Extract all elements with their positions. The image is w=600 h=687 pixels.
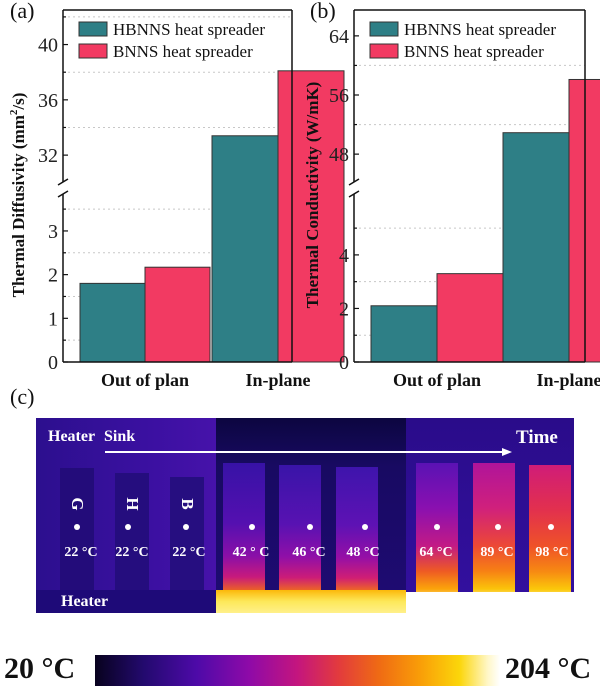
y-tick-label: 36	[38, 90, 58, 112]
bar-hbnns-out-of-plane	[79, 282, 146, 363]
panel-label-b: (b)	[310, 0, 336, 23]
strip-3-late	[529, 465, 571, 613]
measure-dot	[125, 524, 131, 530]
measure-dot	[362, 524, 368, 530]
time-arrow-line	[105, 451, 506, 453]
bar-bnns-in-plane	[277, 70, 345, 363]
temp-label: 46 °C	[292, 545, 326, 560]
time-label: Time	[516, 427, 558, 448]
panel-label-a: (a)	[10, 0, 35, 23]
legend-label-hbnns: HBNNS heat spreader	[113, 20, 265, 39]
y-axis-label: Thermal Conductivity (W/mK)	[303, 82, 322, 309]
bar-bnns-out-of-plane	[144, 266, 211, 363]
strip-1-middle	[223, 463, 265, 613]
y-axis-label-sup: 2	[8, 109, 20, 115]
x-tick-label: Out of plan	[393, 370, 481, 390]
strip-H-initial	[115, 473, 149, 613]
heater-header-label: Heater	[48, 428, 96, 445]
measure-dot	[307, 524, 313, 530]
y-tick-label: 48	[329, 144, 349, 166]
legend-swatch-bnns	[78, 43, 108, 59]
y-tick-label: 40	[38, 35, 58, 57]
strip-2-late	[473, 463, 515, 613]
y-axis-label: Thermal Diffusivity (mm2/s)	[8, 93, 28, 298]
temp-label: 42 ° C	[232, 545, 270, 560]
colorbar	[95, 655, 500, 686]
strip-1-late	[416, 463, 458, 613]
axis-break-mark	[57, 190, 69, 198]
axis-break-mark	[348, 190, 360, 198]
heater-bar-middle	[216, 590, 406, 613]
strip-3-middle	[336, 467, 378, 613]
chart-a: Out of plan In-plane 0 1 2 3 32 36 40 Thermal Dif…	[8, 9, 345, 390]
measure-dot	[434, 524, 440, 530]
temp-label: 48 °C	[346, 545, 380, 560]
sink-header-label: Sink	[104, 428, 136, 445]
panel-label-c: (c)	[10, 384, 35, 409]
colorbar-min-label: 20 °C	[4, 652, 76, 685]
x-tick-label: Out of plan	[101, 370, 189, 390]
axis-break-mark	[57, 178, 69, 186]
temp-label: 22 °C	[115, 545, 149, 560]
legend-label-bnns: BNNS heat spreader	[113, 42, 253, 61]
measure-dot	[249, 524, 255, 530]
x-tick-label: In-plane	[245, 370, 310, 390]
strip-2-middle	[279, 465, 321, 613]
temp-label: 89 °C	[480, 545, 514, 560]
heater-bar-initial	[36, 590, 216, 613]
y-tick-label: 32	[38, 145, 58, 167]
y-tick-label: 4	[339, 245, 349, 267]
y-tick-label: 64	[329, 26, 349, 48]
time-arrow-head	[502, 448, 512, 456]
measure-dot	[548, 524, 554, 530]
measure-dot	[495, 524, 501, 530]
y-tick-label: 56	[329, 85, 349, 107]
bar-hbnns-in-plane	[211, 135, 279, 363]
x-tick-label: In-plane	[536, 370, 600, 390]
strip-letter-H: H	[123, 497, 142, 511]
legend-label-bnns: BNNS heat spreader	[404, 42, 544, 61]
temp-label: 98 °C	[535, 545, 569, 560]
legend-label-hbnns: HBNNS heat spreader	[404, 20, 556, 39]
heater-bottom-label: Heater	[61, 593, 109, 610]
y-axis-label-main: Thermal Diffusivity (mm	[9, 115, 28, 297]
bar-hbnns-out-of-plane	[370, 305, 438, 363]
bar-bnns-out-of-plane	[436, 273, 504, 363]
strip-letter-G: G	[68, 497, 87, 511]
temp-label: 64 °C	[419, 545, 453, 560]
y-axis-label-tail: /s)	[9, 93, 28, 111]
y-tick-label: 2	[48, 265, 58, 287]
legend-swatch-hbnns	[78, 21, 108, 37]
bar-hbnns-in-plane	[502, 132, 570, 363]
measure-dot	[183, 524, 189, 530]
thermal-image: Heater Sink Time Heater G H B 22 °C 22 °…	[36, 418, 574, 613]
measure-dot	[74, 524, 80, 530]
temp-label: 22 °C	[172, 545, 206, 560]
axis-break-mark	[348, 178, 360, 186]
strip-G-initial	[60, 468, 94, 613]
y-tick-label: 0	[339, 352, 349, 374]
y-tick-label: 1	[48, 308, 58, 330]
heater-bar-late	[406, 592, 574, 613]
colorbar-max-label: 204 °C	[505, 652, 592, 685]
legend-swatch-bnns	[369, 43, 399, 59]
strip-letter-B: B	[178, 498, 197, 510]
y-tick-label: 0	[48, 352, 58, 374]
chart-b: Out of plan In-plane 0 2 4 48 56 64 Thermal Cond…	[303, 9, 600, 390]
y-tick-label: 3	[48, 221, 58, 243]
y-tick-label: 2	[339, 298, 349, 320]
legend-swatch-hbnns	[369, 21, 399, 37]
temp-label: 22 °C	[64, 545, 98, 560]
